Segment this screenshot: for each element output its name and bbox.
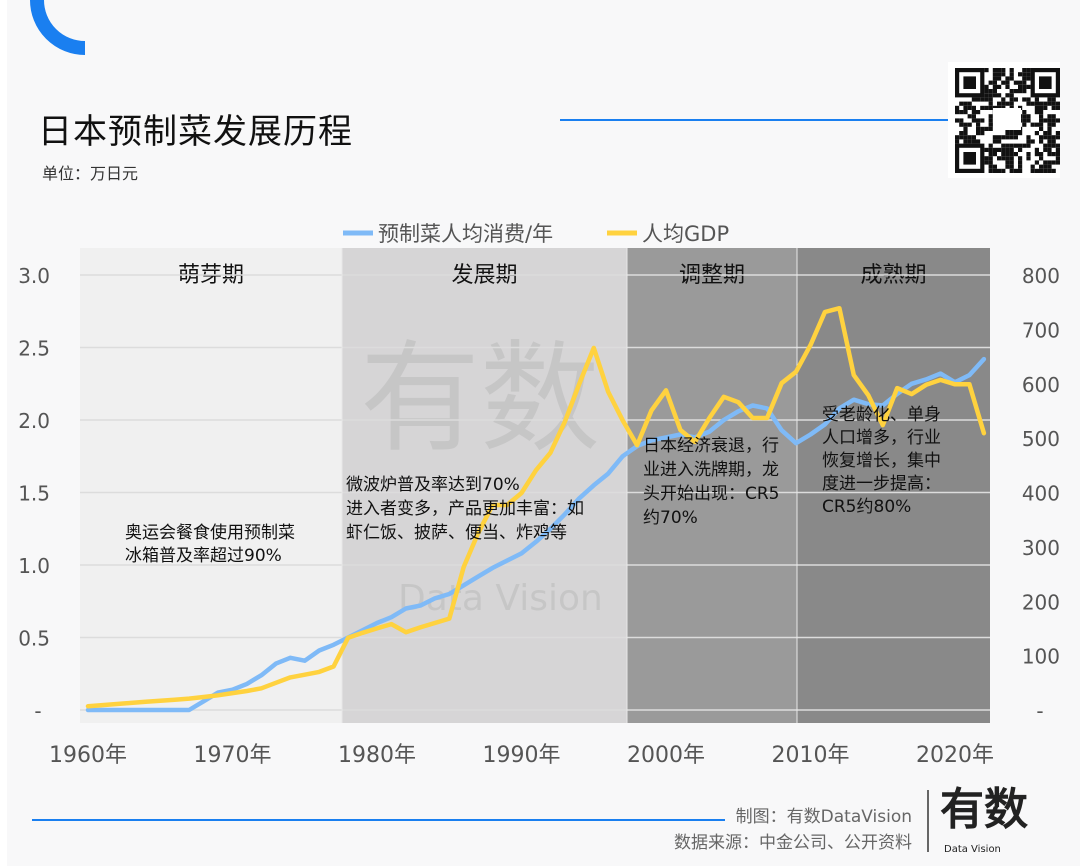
brand-logo-sub: Data Vision	[944, 844, 1001, 855]
watermark: 有数 Data Vision	[360, 330, 603, 619]
series-line-gdp	[85, 305, 987, 709]
right-tick-label: 600	[1022, 373, 1060, 397]
left-tick-label: 0.5	[18, 627, 50, 651]
period-band	[80, 248, 342, 723]
legend-label: 预制菜人均消费/年	[378, 222, 553, 246]
credit-text: 制图：有数DataVision	[735, 807, 912, 827]
period-band	[797, 248, 990, 723]
right-tick-label: 500	[1022, 427, 1060, 451]
left-tick-label: 3.0	[18, 264, 50, 288]
qr-code-icon	[948, 62, 1060, 178]
right-tick-label: 700	[1022, 318, 1060, 342]
period-band	[627, 248, 797, 723]
right-tick-label: 200	[1022, 590, 1060, 614]
annotation: 受老龄化、单身人口增多，行业恢复增长，集中度进一步提高： CR5约80%	[822, 405, 941, 517]
x-tick-label: 1970年	[194, 743, 272, 768]
annotation: 奥运会餐食使用预制菜冰箱普及率超过90%	[125, 522, 295, 566]
right-tick-label: -	[1036, 699, 1043, 723]
x-tick-label: 2010年	[772, 743, 850, 768]
left-tick-label: 1.0	[18, 554, 50, 578]
watermark-sub: Data Vision	[398, 578, 603, 619]
left-tick-label: 2.5	[18, 337, 50, 361]
left-tick-label: 1.5	[18, 482, 50, 506]
right-tick-label: 100	[1022, 645, 1060, 669]
left-tick-label: -	[34, 699, 41, 723]
x-tick-label: 1990年	[483, 743, 561, 768]
x-tick-label: 1980年	[338, 743, 416, 768]
period-band	[342, 248, 627, 723]
brand-logo: 有数	[940, 784, 1028, 835]
unit-label: 单位：万日元	[42, 164, 139, 183]
series-line-prepared-food	[85, 356, 987, 713]
x-tick-label: 2000年	[627, 743, 705, 768]
footer-divider	[927, 790, 929, 852]
annotation: 微波炉普及率达到70%进入者变多，产品更加丰富：如虾仁饭、披萨、便当、炸鸡等	[346, 475, 584, 543]
right-tick-label: 400	[1022, 482, 1060, 506]
left-edge	[0, 0, 7, 866]
right-tick-label: 300	[1022, 536, 1060, 560]
corner-arc-decoration	[30, 0, 86, 55]
x-tick-label: 1960年	[49, 743, 127, 768]
page-title: 日本预制菜发展历程	[38, 112, 353, 152]
annotation: 日本经济衰退，行业进入洗牌期，龙头开始出现：CR5 约70%	[643, 436, 780, 528]
x-tick-label: 2020年	[916, 743, 994, 768]
watermark-main: 有数	[360, 330, 600, 469]
left-tick-label: 2.0	[18, 409, 50, 433]
source-text: 数据来源：中金公司、公开资料	[674, 833, 912, 853]
legend-label: 人均GDP	[642, 222, 729, 246]
right-tick-label: 800	[1022, 264, 1060, 288]
